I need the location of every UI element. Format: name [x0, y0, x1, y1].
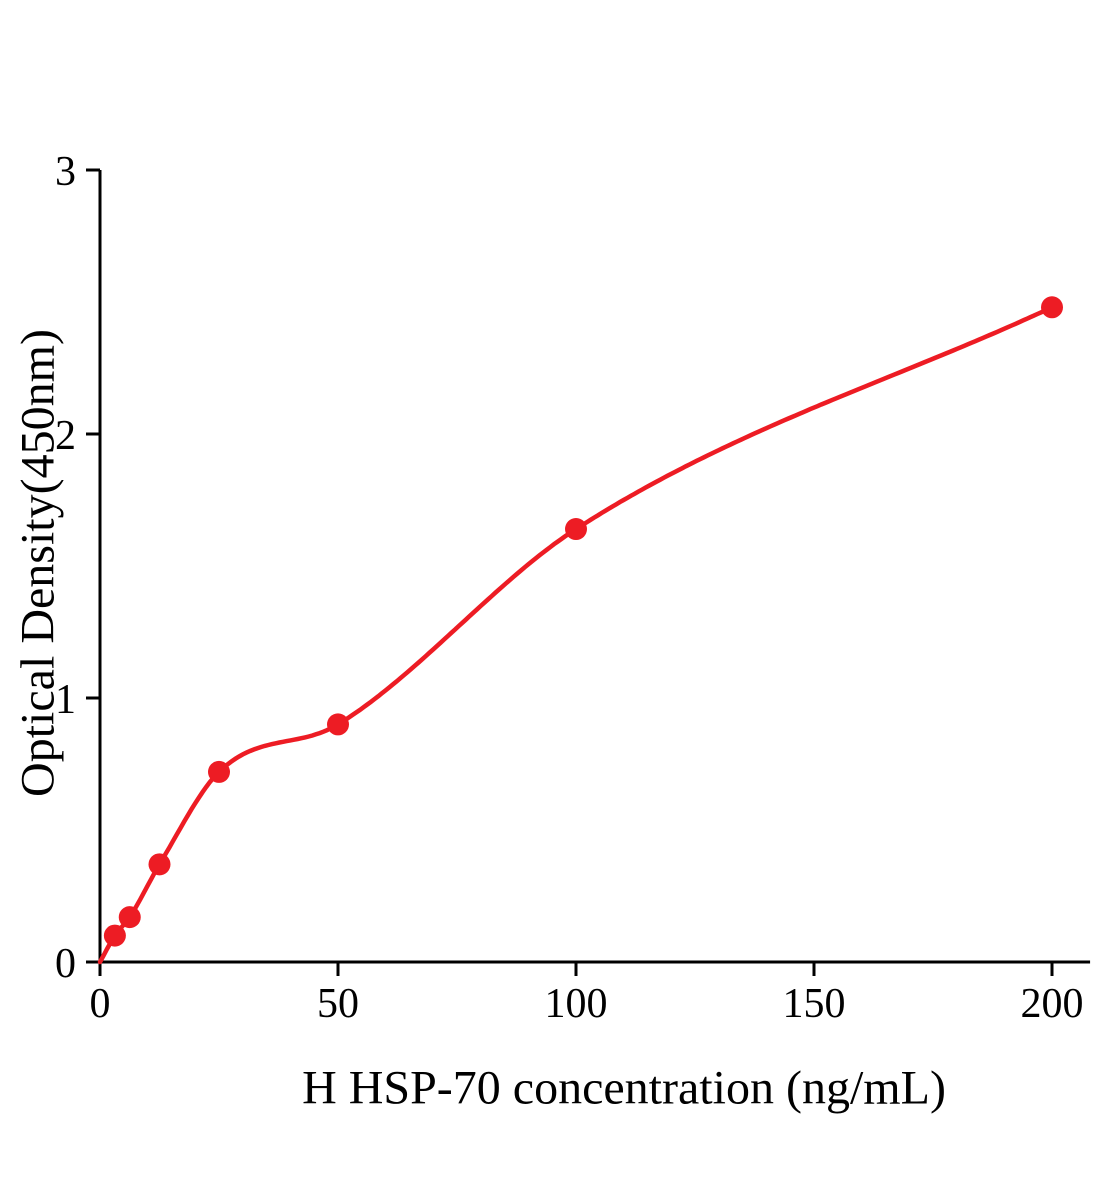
y-tick-label: 1	[55, 677, 76, 723]
x-tick-label: 50	[317, 981, 359, 1027]
data-point	[208, 760, 230, 783]
y-axis-title: Optical Density(450nm)	[11, 329, 65, 797]
x-tick-label: 200	[1021, 981, 1084, 1027]
y-tick-label: 2	[55, 413, 76, 459]
x-tick-label: 100	[545, 981, 608, 1027]
x-tick-label: 150	[783, 981, 846, 1027]
data-point	[565, 518, 587, 541]
x-tick-label: 0	[90, 981, 111, 1027]
x-axis-title: H HSP-70 concentration (ng/mL)	[302, 1061, 946, 1115]
data-point	[103, 924, 126, 947]
data-point	[118, 906, 141, 929]
fit-curve	[97, 305, 1055, 965]
data-point	[327, 713, 349, 736]
y-tick-label: 3	[55, 149, 76, 195]
data-point	[1041, 296, 1063, 319]
y-tick-label: 0	[55, 941, 76, 987]
data-point	[148, 853, 171, 876]
